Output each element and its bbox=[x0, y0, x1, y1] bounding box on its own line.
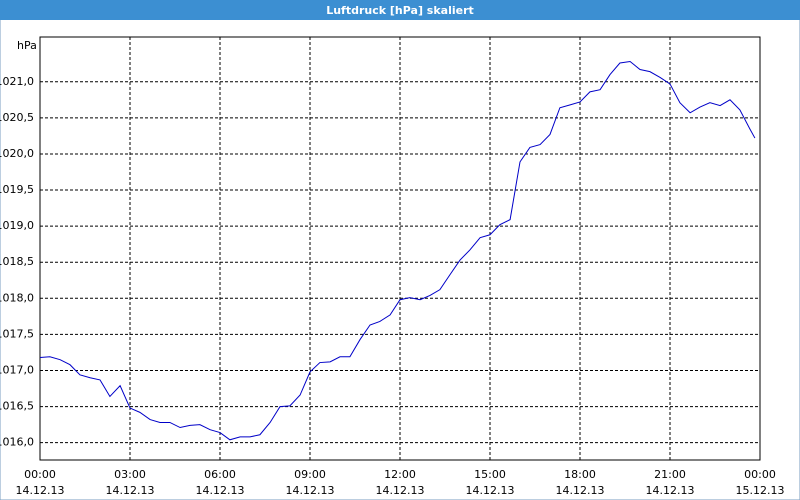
y-tick-label: 1018,0 bbox=[0, 291, 34, 304]
y-tick-label: 1017,0 bbox=[0, 363, 34, 376]
title-bar bbox=[0, 0, 800, 20]
y-tick-label: 1021,0 bbox=[0, 75, 34, 88]
x-tick-date: 14.12.13 bbox=[16, 484, 65, 497]
x-tick-date: 14.12.13 bbox=[106, 484, 155, 497]
y-tick-label: 1020,5 bbox=[0, 111, 34, 124]
data-line bbox=[39, 61, 756, 441]
x-tick-label: 00:00 bbox=[744, 468, 776, 481]
y-tick-label: 1019,0 bbox=[0, 219, 34, 232]
y-tick-label: 1019,5 bbox=[0, 183, 34, 196]
x-tick-date: 14.12.13 bbox=[196, 484, 245, 497]
x-tick-label: 12:00 bbox=[384, 468, 416, 481]
x-tick-date: 14.12.13 bbox=[556, 484, 605, 497]
y-tick-label: 1020,0 bbox=[0, 147, 34, 160]
x-tick-label: 09:00 bbox=[294, 468, 326, 481]
x-tick-date: 14.12.13 bbox=[376, 484, 425, 497]
x-tick-label: 03:00 bbox=[114, 468, 146, 481]
x-tick-label: 06:00 bbox=[204, 468, 236, 481]
y-tick-label: 1016,5 bbox=[0, 400, 34, 413]
x-tick-date: 15.12.13 bbox=[736, 484, 785, 497]
y-tick-label: 1016,0 bbox=[0, 436, 34, 449]
chart-title: Luftdruck [hPa] skaliert bbox=[326, 4, 474, 17]
x-tick-label: 21:00 bbox=[654, 468, 686, 481]
x-tick-label: 15:00 bbox=[474, 468, 506, 481]
y-axis-label: hPa bbox=[17, 39, 37, 52]
y-tick-label: 1017,5 bbox=[0, 327, 34, 340]
x-tick-date: 14.12.13 bbox=[286, 484, 335, 497]
x-tick-label: 18:00 bbox=[564, 468, 596, 481]
x-tick-date: 14.12.13 bbox=[646, 484, 695, 497]
x-tick-date: 14.12.13 bbox=[466, 484, 515, 497]
x-tick-label: 00:00 bbox=[24, 468, 56, 481]
y-tick-label: 1018,5 bbox=[0, 255, 34, 268]
